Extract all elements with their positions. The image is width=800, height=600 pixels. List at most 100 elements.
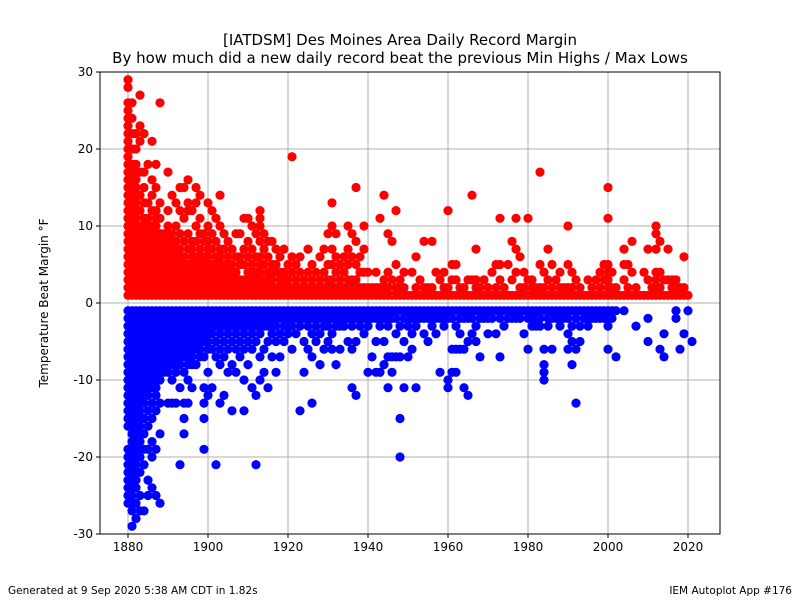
data-point [335,275,345,285]
chart-subtitle: By how much did a new daily record beat … [112,49,688,67]
data-point [339,321,349,331]
data-point [239,329,249,339]
data-point [183,198,193,208]
data-point [467,313,477,323]
data-point [207,383,217,393]
data-point [271,336,281,347]
data-point [179,182,189,193]
data-point [135,121,145,131]
data-point [419,329,429,339]
data-point [311,267,321,277]
data-point [567,360,577,370]
data-point [611,306,621,316]
data-point [643,336,653,347]
x-tick-label: 2020 [673,540,704,554]
data-point [507,275,517,285]
data-point [383,229,393,239]
data-point [583,321,593,331]
data-point [671,313,681,323]
data-point [143,213,153,223]
data-point [291,259,301,270]
data-point [275,252,285,262]
data-point [563,221,573,231]
data-point [255,375,265,385]
data-point [523,213,533,223]
data-point [379,190,389,200]
data-point [547,259,557,270]
data-point [259,244,269,254]
data-point [443,375,453,385]
data-point [211,236,221,246]
data-point [163,367,173,377]
data-point [327,329,337,339]
data-point [127,506,137,516]
data-point [351,336,361,347]
data-point [575,321,585,331]
data-point [171,221,181,231]
data-point [563,329,573,339]
data-point [151,206,161,216]
data-point [283,259,293,270]
data-point [663,244,673,254]
data-point [175,229,185,239]
data-point [187,206,197,216]
data-point [271,321,281,331]
data-point [523,344,533,354]
data-point [147,190,157,200]
data-point [203,198,213,208]
data-point [239,244,249,254]
data-point [287,252,297,262]
data-point [139,429,149,439]
data-point [135,437,145,447]
data-point [239,375,249,385]
data-point [399,383,409,393]
data-point [451,259,461,270]
data-point [211,336,221,347]
data-point [187,352,197,362]
data-point [175,360,185,370]
data-point [487,313,497,323]
data-point [223,344,233,354]
footer-app: IEM Autoplot App #176 [669,585,792,597]
data-point [603,275,613,285]
data-point [391,329,401,339]
data-point [235,229,245,239]
data-point [347,229,357,239]
data-point [295,406,305,416]
data-point [479,275,489,285]
data-point [143,421,153,431]
data-point [643,244,653,254]
data-point [199,229,209,239]
data-point [539,375,549,385]
data-point [251,336,261,347]
data-point [659,329,669,339]
data-point [207,206,217,216]
data-points [123,75,697,531]
data-point [463,390,473,400]
data-point [451,321,461,331]
data-point [675,344,685,354]
data-point [295,321,305,331]
data-point [547,344,557,354]
data-point [135,406,145,416]
data-point [395,452,405,462]
data-point [423,336,433,347]
data-point [151,390,161,400]
data-point [495,259,505,270]
data-point [347,383,357,393]
data-point [219,336,229,347]
data-point [427,283,437,293]
data-point [287,267,297,277]
data-point [203,252,213,262]
data-point [255,267,265,277]
data-point [519,267,529,277]
data-point [267,329,277,339]
data-point [659,352,669,362]
data-point [147,136,157,146]
data-point [279,336,289,347]
data-point [207,329,217,339]
data-point [183,398,193,408]
data-point [307,259,317,270]
data-point [603,182,613,193]
data-point [151,221,161,231]
